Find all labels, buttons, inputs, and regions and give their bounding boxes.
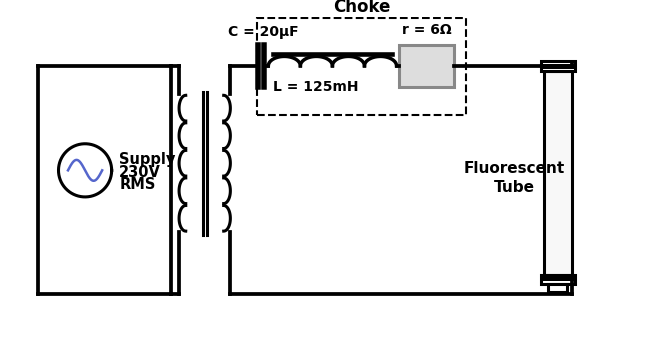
Text: L = 125mH: L = 125mH (273, 80, 359, 94)
Bar (541, 64, 575, 69)
Text: Choke: Choke (333, 0, 390, 16)
Text: Fluorescent: Fluorescent (463, 161, 565, 176)
Bar (257, 18, 466, 115)
Text: Supply: Supply (119, 152, 175, 167)
Bar (399, 45, 454, 87)
Text: 230V: 230V (119, 165, 161, 180)
Bar (541, 61, 575, 71)
Text: r = 6Ω: r = 6Ω (402, 24, 451, 37)
Bar (541, 275, 575, 284)
Bar (544, 71, 572, 275)
Text: C = 20μF: C = 20μF (228, 25, 298, 39)
Bar (541, 277, 575, 281)
Text: Tube: Tube (494, 180, 535, 195)
Bar (548, 284, 567, 292)
Text: RMS: RMS (119, 177, 156, 192)
